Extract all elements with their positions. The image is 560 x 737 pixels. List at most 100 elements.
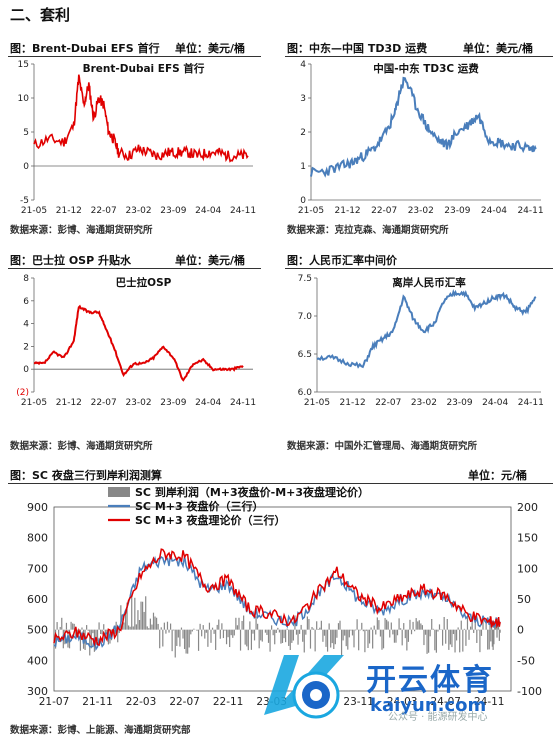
y-tick-label: 0 (300, 196, 306, 206)
x-tick-label: 23-02 (411, 398, 437, 408)
profit-bar (345, 629, 347, 647)
profit-bar (249, 621, 251, 630)
legend-swatch (108, 487, 130, 497)
series-line (316, 288, 537, 369)
profit-bar (469, 626, 472, 630)
profit-bar (171, 629, 173, 652)
profit-bar (373, 625, 375, 630)
profit-bar (180, 627, 183, 630)
profit-bar (261, 629, 263, 642)
profit-bar (257, 623, 259, 630)
x-tick-label: 22-07 (375, 398, 401, 408)
x-tick-label: 21-05 (21, 206, 47, 216)
x-tick-label: 24-11 (518, 398, 544, 408)
profit-bar (361, 622, 363, 630)
profit-bar (308, 619, 310, 630)
profit-bar (459, 629, 461, 653)
x-tick-label: 22-07 (169, 696, 200, 708)
profit-bar (79, 629, 82, 651)
profit-bar (241, 620, 243, 630)
profit-bar (280, 629, 282, 644)
profit-bar (218, 619, 220, 630)
profit-bar (193, 628, 195, 630)
profit-bar (281, 629, 284, 643)
profit-bar (183, 629, 186, 649)
profit-bar (202, 625, 204, 630)
profit-bar (428, 629, 430, 653)
profit-bar (131, 595, 133, 630)
profit-bar (169, 623, 172, 630)
profit-bar (148, 628, 150, 630)
profit-bar (410, 629, 413, 635)
profit-bar (375, 629, 377, 635)
profit-bar (493, 629, 495, 645)
profit-bar (286, 628, 288, 630)
profit-bar (446, 619, 448, 630)
profit-bar (389, 629, 391, 638)
x-tick-label: 23-02 (125, 398, 151, 408)
profit-bar (224, 629, 226, 631)
profit-bar (132, 626, 134, 630)
profit-bar (431, 618, 433, 630)
sc-header-rule (8, 483, 553, 484)
y-tick-label-left: 900 (27, 501, 48, 514)
profit-bar (174, 629, 176, 658)
x-tick-label: 21-12 (340, 398, 366, 408)
profit-bar (423, 629, 425, 646)
sc-source: 数据来源：彭博、上能源、海通期货研究部 (10, 725, 191, 736)
profit-bar (182, 629, 184, 639)
profit-bar (344, 629, 346, 636)
profit-bar (359, 629, 361, 631)
series-line (33, 74, 249, 163)
profit-bar (396, 629, 399, 636)
profit-bar (176, 629, 178, 646)
profit-bar (253, 629, 256, 641)
profit-bar (145, 596, 147, 630)
series-line (310, 76, 537, 178)
profit-bar (320, 620, 322, 630)
profit-bar (333, 629, 335, 650)
profit-bar (137, 610, 139, 630)
x-tick-label: 21-05 (21, 398, 47, 408)
profit-bar (362, 629, 364, 632)
y-tick-label: 1 (300, 162, 306, 172)
profit-bar (415, 618, 417, 630)
profit-bar (81, 627, 83, 630)
efs-chart: -5 0 5 10 15 21-05 21-12 22-07 23-02 23-09 24-04 24… (18, 60, 257, 216)
profit-bar (426, 629, 428, 654)
profit-bar (418, 620, 420, 630)
profit-bar (364, 629, 366, 653)
profit-bar (337, 623, 340, 630)
y-tick-label-left: 600 (27, 593, 48, 606)
profit-bar (386, 619, 388, 630)
x-tick-label: 23-02 (125, 206, 151, 216)
y-tick-label: 3 (300, 94, 306, 104)
efs-header-rule (8, 56, 261, 57)
profit-bar (319, 627, 321, 630)
y-tick-label: (2) (16, 388, 29, 398)
profit-bar (442, 629, 444, 646)
profit-bar (72, 623, 74, 630)
profit-bar (302, 629, 304, 642)
profit-bar (101, 629, 103, 635)
profit-bar (356, 619, 358, 630)
profit-bar (451, 629, 453, 648)
profit-bar (323, 629, 326, 636)
profit-bar (277, 627, 279, 630)
sc-chart: 300 400 500 600 700 800 900 -100 -50 0 50 100 150 200… (27, 485, 542, 708)
profit-bar (499, 629, 501, 633)
profit-bar (372, 629, 374, 649)
profit-bar (289, 629, 291, 650)
y-tick-label-right: -50 (517, 654, 535, 667)
profit-bar (448, 629, 450, 650)
y-tick-label-right: 50 (517, 593, 531, 606)
profit-bar (414, 629, 416, 632)
osp-chart-unit: 单位：美元/桶 (175, 254, 246, 267)
profit-bar (473, 629, 475, 633)
profit-bar (312, 628, 315, 630)
profit-bar (395, 629, 397, 643)
profit-bar (252, 629, 254, 634)
profit-bar (479, 629, 481, 653)
profit-bar (239, 629, 242, 651)
profit-bar (274, 629, 276, 645)
